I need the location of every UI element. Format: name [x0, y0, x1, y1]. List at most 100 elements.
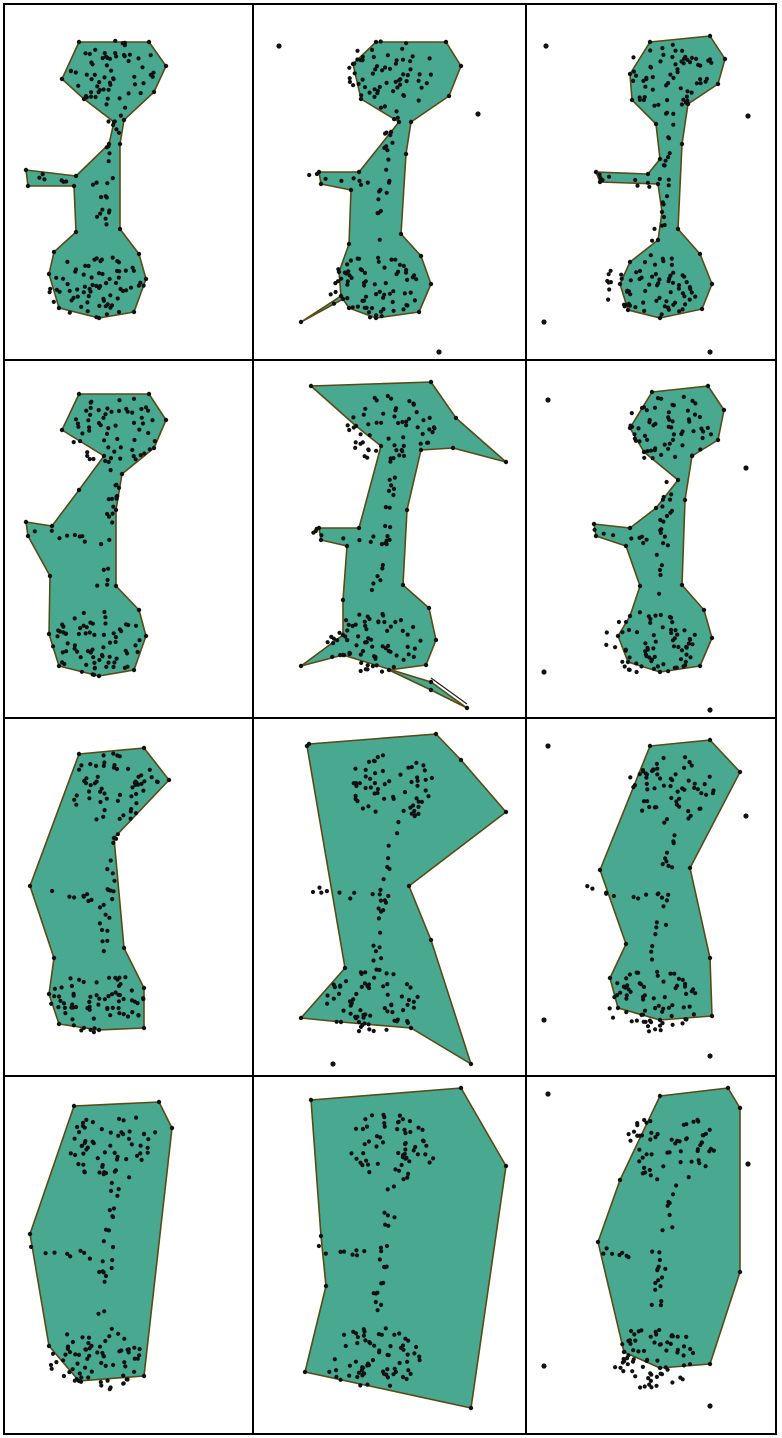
hull-vertex [464, 705, 470, 711]
data-point [361, 280, 367, 285]
data-point [132, 999, 137, 1004]
data-point [365, 663, 370, 668]
data-point [146, 430, 151, 436]
data-point [368, 1013, 373, 1018]
data-point [376, 210, 381, 216]
data-point [648, 1020, 654, 1025]
data-point [663, 1365, 668, 1370]
data-point [85, 453, 90, 458]
data-point [357, 781, 362, 786]
data-point [699, 791, 704, 796]
data-point [65, 259, 70, 264]
data-point [627, 972, 633, 977]
data-point [412, 298, 417, 303]
hull-vertex [659, 209, 665, 215]
data-point [419, 799, 424, 805]
data-point [99, 1360, 104, 1366]
hull-vertex [468, 1061, 474, 1067]
data-point [126, 58, 131, 64]
hull-vertex [298, 663, 304, 669]
panel-r3-c1 [27, 745, 172, 1035]
data-point [89, 1369, 94, 1374]
data-point [381, 1371, 387, 1376]
data-point [68, 1254, 73, 1259]
hull-vertex [146, 391, 152, 397]
hull-vertex [96, 673, 102, 679]
data-point [406, 1171, 411, 1176]
data-point [679, 102, 685, 107]
data-point [681, 394, 686, 399]
data-point [373, 771, 378, 776]
hull-vertex [446, 93, 452, 99]
data-point [329, 634, 334, 640]
data-point [117, 96, 122, 101]
data-point [132, 82, 138, 87]
data-point [624, 1253, 629, 1258]
data-point [142, 451, 147, 456]
data-point [117, 975, 122, 980]
data-point [383, 505, 388, 510]
data-point [81, 1025, 87, 1030]
data-point [613, 1365, 618, 1370]
data-point [78, 1248, 83, 1253]
data-point [657, 1257, 662, 1263]
data-point [85, 1356, 90, 1361]
hull-vertex [675, 226, 681, 232]
data-point [362, 1021, 367, 1026]
data-point [360, 1373, 365, 1378]
data-point [651, 666, 657, 672]
data-point [107, 640, 113, 645]
hull-vertex [458, 1085, 464, 1091]
hull-vertex [131, 309, 137, 315]
data-point [122, 54, 127, 59]
data-point [406, 765, 411, 770]
data-point [388, 459, 393, 464]
data-point [377, 1348, 382, 1353]
data-point [105, 511, 110, 517]
data-point [683, 663, 688, 668]
data-point [622, 664, 627, 669]
hull-vertex [722, 56, 728, 62]
data-point [405, 1352, 410, 1357]
data-point [146, 1137, 151, 1142]
data-point [681, 61, 686, 66]
data-point [626, 667, 632, 672]
data-point [654, 925, 659, 930]
data-point [400, 1153, 406, 1158]
data-point [680, 48, 685, 53]
data-point [95, 1350, 100, 1355]
outlier-point [745, 1161, 751, 1167]
data-point [362, 1142, 367, 1147]
data-point [376, 259, 381, 264]
data-point [106, 426, 111, 431]
data-point [660, 862, 665, 867]
data-point [698, 63, 703, 68]
data-point [363, 767, 368, 773]
data-point [375, 1308, 380, 1313]
data-point [400, 1374, 406, 1380]
data-point [72, 1136, 77, 1141]
outlier-point [545, 1091, 551, 1097]
data-point [362, 305, 367, 310]
data-point [657, 176, 662, 182]
data-point [108, 858, 113, 863]
data-point [661, 541, 666, 546]
data-point [687, 419, 692, 424]
data-point [128, 816, 133, 821]
data-point [99, 1127, 104, 1132]
data-point [361, 1015, 366, 1020]
data-point [653, 272, 659, 277]
data-point [394, 109, 399, 114]
hull-vertex [373, 39, 379, 45]
data-point [102, 997, 107, 1002]
data-point [615, 981, 620, 986]
hull-vertex [304, 743, 310, 749]
data-point [49, 528, 54, 533]
data-point [425, 440, 430, 445]
hull-vertex [503, 809, 509, 815]
panel-r3-c3 [541, 737, 749, 1059]
data-point [382, 1006, 387, 1011]
data-point [372, 395, 377, 400]
hull-vertex [117, 226, 123, 232]
data-point [405, 1020, 410, 1025]
